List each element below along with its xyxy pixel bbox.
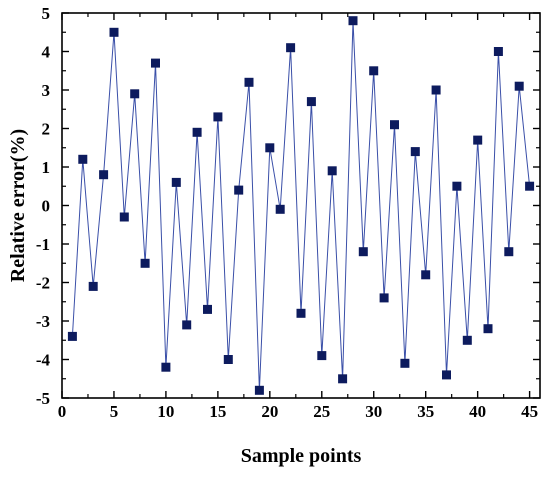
y-tick-label: 0 bbox=[42, 197, 51, 216]
data-point bbox=[483, 324, 493, 334]
data-point bbox=[161, 362, 171, 372]
data-point bbox=[254, 385, 264, 395]
x-tick-label: 35 bbox=[417, 402, 434, 421]
data-point bbox=[67, 331, 77, 341]
data-point bbox=[504, 247, 514, 257]
data-point bbox=[452, 181, 462, 191]
data-point bbox=[358, 247, 368, 257]
y-tick-label: 5 bbox=[42, 4, 51, 23]
y-tick-label: -1 bbox=[36, 235, 50, 254]
series-line bbox=[71, 20, 531, 391]
data-point bbox=[421, 270, 431, 280]
data-point bbox=[369, 66, 379, 76]
x-tick-label: 15 bbox=[209, 402, 226, 421]
data-point bbox=[514, 81, 524, 91]
y-tick-label: 3 bbox=[42, 81, 51, 100]
data-point bbox=[88, 281, 98, 291]
data-point bbox=[275, 204, 285, 214]
data-point bbox=[338, 374, 348, 384]
x-tick-label: 30 bbox=[365, 402, 382, 421]
data-point bbox=[286, 43, 296, 53]
data-point bbox=[348, 16, 358, 26]
x-tick-label: 0 bbox=[58, 402, 67, 421]
data-point bbox=[203, 304, 212, 314]
data-point bbox=[317, 351, 327, 361]
data-point bbox=[462, 335, 472, 345]
data-point bbox=[410, 147, 420, 157]
x-tick-label: 5 bbox=[110, 402, 119, 421]
data-point bbox=[192, 127, 202, 137]
data-point bbox=[390, 120, 399, 130]
data-point bbox=[525, 181, 535, 191]
data-point bbox=[296, 308, 306, 318]
x-tick-label: 25 bbox=[313, 402, 330, 421]
data-point bbox=[109, 27, 119, 37]
y-tick-label: -4 bbox=[36, 351, 51, 370]
data-point bbox=[234, 185, 244, 195]
y-tick-label: -3 bbox=[36, 312, 50, 331]
data-point bbox=[119, 212, 129, 222]
data-point bbox=[379, 293, 389, 303]
x-tick-label: 20 bbox=[261, 402, 278, 421]
data-point bbox=[327, 166, 337, 176]
y-tick-label: 4 bbox=[42, 43, 51, 62]
y-tick-label: -5 bbox=[36, 389, 50, 408]
data-point bbox=[493, 47, 503, 56]
x-tick-label: 10 bbox=[157, 402, 174, 421]
data-point bbox=[213, 112, 223, 122]
x-tick-label: 45 bbox=[521, 402, 538, 421]
data-point bbox=[130, 89, 140, 99]
data-point bbox=[99, 170, 109, 180]
y-axis-title: Relative error(%) bbox=[7, 129, 29, 282]
x-axis-title: Sample points bbox=[241, 445, 362, 467]
data-point bbox=[171, 177, 181, 187]
data-point bbox=[400, 358, 410, 368]
data-point bbox=[182, 320, 192, 330]
data-point bbox=[140, 258, 150, 268]
data-point bbox=[442, 370, 451, 380]
data-point bbox=[473, 135, 483, 145]
data-point bbox=[244, 77, 254, 87]
x-tick-label: 40 bbox=[469, 402, 486, 421]
data-point bbox=[265, 143, 275, 153]
y-tick-label: 1 bbox=[42, 158, 51, 177]
data-point bbox=[431, 85, 441, 95]
data-point bbox=[151, 58, 160, 68]
y-tick-label: 2 bbox=[42, 120, 51, 139]
y-tick-label: -2 bbox=[36, 274, 50, 293]
series-group bbox=[67, 16, 535, 395]
data-point bbox=[78, 154, 88, 164]
data-point bbox=[223, 355, 233, 364]
data-point bbox=[306, 97, 316, 107]
